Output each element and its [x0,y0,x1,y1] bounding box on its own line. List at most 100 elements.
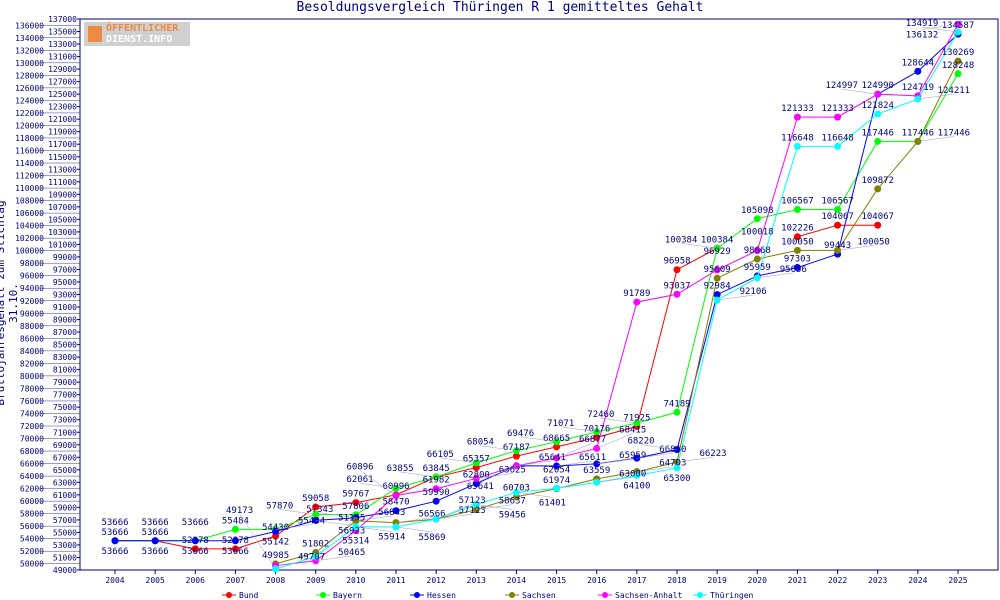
data-label: 134919 [906,19,939,29]
data-label: 57806 [342,502,369,512]
data-label: 64100 [623,481,650,491]
y-tick-label: 88000 [20,322,44,331]
data-label-leader [596,433,633,449]
y-tick-label: 73000 [53,416,77,425]
y-tick-label: 130000 [15,59,44,68]
data-label: 53666 [142,547,169,557]
y-tick-label: 93000 [53,291,77,300]
data-label: 60996 [382,482,409,492]
y-tick-label: 77000 [53,391,77,400]
data-point [553,443,561,451]
data-point [352,499,360,507]
data-label: 55914 [378,533,405,543]
y-tick-label: 118000 [15,134,44,143]
data-label-leader [315,520,352,526]
y-tick-label: 70000 [20,435,44,444]
y-tick-label: 133000 [48,40,77,49]
data-label: 58637 [499,497,526,507]
data-point [713,274,721,282]
data-label: 95959 [744,263,771,273]
data-label: 66877 [579,435,606,445]
data-point [231,545,239,553]
data-label-leader [436,513,473,520]
data-label: 100018 [741,228,774,238]
data-label: 65357 [463,455,490,465]
data-label-leader [480,465,517,482]
data-label: 59058 [302,494,329,504]
y-tick-label: 78000 [20,384,44,393]
data-label: 109872 [861,176,894,186]
data-point [472,480,480,488]
y-tick-label: 113000 [48,165,77,174]
data-label: 57870 [266,501,293,511]
data-label: 63625 [499,465,526,475]
data-label: 55484 [298,516,325,526]
y-tick-label: 68000 [20,447,44,456]
x-tick-label: 2019 [708,576,727,585]
data-label: 49707 [298,553,325,563]
data-label: 64703 [659,459,686,469]
data-label: 100384 [665,235,698,245]
data-label: 69476 [507,429,534,439]
data-label: 121333 [821,104,854,114]
data-label: 99443 [824,241,851,251]
data-label: 116648 [781,133,814,143]
data-label-leader [556,442,593,459]
data-label: 93037 [663,281,690,291]
legend-label: Sachsen-Anhalt [615,591,683,600]
data-label-leader [480,445,517,451]
data-label: 117446 [861,128,894,138]
y-tick-label: 135000 [48,28,77,37]
x-tick-label: 2006 [186,576,205,585]
data-label: 124990 [861,81,894,91]
data-label: 62061 [346,475,373,485]
data-label: 53666 [101,528,128,538]
data-label: 95609 [704,265,731,275]
data-label: 104067 [861,212,894,222]
data-label: 59456 [499,511,526,521]
data-label: 130269 [942,48,975,58]
x-tick-label: 2005 [146,576,165,585]
data-label: 65300 [663,474,690,484]
data-label: 60703 [503,484,530,494]
data-point [713,266,721,274]
data-point [633,298,641,306]
series-line-Bayern [115,73,959,542]
data-label: 56843 [378,508,405,518]
y-tick-label: 94000 [20,284,44,293]
data-label: 121824 [861,101,894,111]
y-tick-label: 72000 [20,422,44,431]
data-label: 92106 [740,287,767,297]
y-tick-label: 122000 [15,109,44,118]
data-label: 53666 [222,547,249,557]
data-label-leader [636,452,673,459]
data-point [593,433,601,441]
x-tick-label: 2022 [828,576,847,585]
data-label: 59767 [342,490,369,500]
data-label: 68054 [467,438,494,448]
y-tick-label: 110000 [15,184,44,193]
data-label: 70176 [583,424,610,434]
data-point [793,246,801,254]
data-label: 74189 [663,399,690,409]
y-tick-label: 115000 [48,153,77,162]
data-label-leader [600,417,637,424]
data-point [954,70,962,78]
y-tick-label: 102000 [15,234,44,243]
x-tick-label: 2023 [868,576,887,585]
data-label: 53666 [182,547,209,557]
data-label-leader [757,272,794,279]
data-label-leader [355,526,392,532]
y-tick-label: 90000 [20,309,44,318]
data-label: 63855 [387,464,414,474]
data-label-leader [436,503,473,520]
data-label: 124719 [902,83,935,93]
data-label: 68415 [619,425,646,435]
legend-marker [509,592,515,598]
y-tick-label: 108000 [15,197,44,206]
data-label-leader [400,471,437,478]
data-label: 136132 [906,30,939,40]
data-label: 63000 [619,469,646,479]
y-tick-label: 50000 [20,560,44,569]
data-label-leader [520,436,557,443]
